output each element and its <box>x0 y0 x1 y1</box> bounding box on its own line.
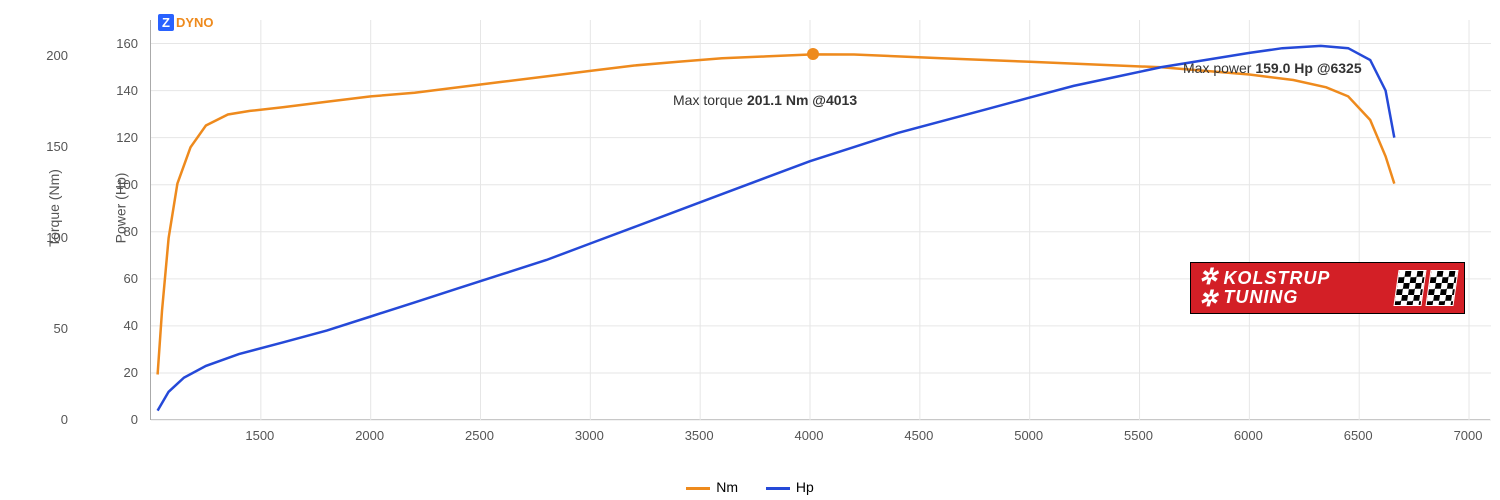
legend-item-nm: Nm <box>686 479 738 495</box>
brand-line1: KOLSTRUP <box>1223 269 1392 288</box>
y-inner-tick-label: 140 <box>108 83 138 98</box>
x-tick-label: 2500 <box>460 428 500 443</box>
checkered-flag-icon <box>1393 270 1426 306</box>
plot-area: Max torque 201.1 Nm @4013 Max power 159.… <box>150 20 1490 420</box>
x-tick-label: 4500 <box>899 428 939 443</box>
y-inner-tick-label: 120 <box>108 130 138 145</box>
x-tick-label: 6000 <box>1228 428 1268 443</box>
x-tick-label: 3500 <box>679 428 719 443</box>
torque-peak-label: Max torque 201.1 Nm @4013 <box>673 92 857 108</box>
y-inner-tick-label: 100 <box>108 177 138 192</box>
x-tick-label: 1500 <box>240 428 280 443</box>
gear-icon: ✲✲ <box>1199 266 1217 310</box>
x-tick-label: 2000 <box>350 428 390 443</box>
y-outer-tick-label: 200 <box>38 48 68 63</box>
y-outer-tick-label: 0 <box>38 412 68 427</box>
y-inner-tick-label: 20 <box>108 365 138 380</box>
legend-item-hp: Hp <box>766 479 814 495</box>
x-tick-label: 5000 <box>1009 428 1049 443</box>
y-inner-tick-label: 0 <box>108 412 138 427</box>
brand-line2: TUNING <box>1223 288 1392 307</box>
x-tick-label: 4000 <box>789 428 829 443</box>
checkered-flag-icon <box>1425 270 1458 306</box>
y-outer-tick-label: 50 <box>38 321 68 336</box>
y-inner-tick-label: 80 <box>108 224 138 239</box>
y-inner-tick-label: 60 <box>108 271 138 286</box>
x-tick-label: 6500 <box>1338 428 1378 443</box>
legend-swatch-nm <box>686 487 710 490</box>
y-outer-tick-label: 150 <box>38 139 68 154</box>
x-tick-label: 7000 <box>1448 428 1488 443</box>
chart-lines-svg <box>151 20 1490 419</box>
y-inner-tick-label: 40 <box>108 318 138 333</box>
torque-peak-marker <box>807 48 819 60</box>
dyno-chart: Torque (Nm) Power (Hp) ZDYNO Max torque … <box>0 0 1500 500</box>
brand-badge: ✲✲ KOLSTRUP TUNING <box>1190 262 1465 314</box>
y-inner-tick-label: 160 <box>108 36 138 51</box>
legend-swatch-hp <box>766 487 790 490</box>
x-tick-label: 5500 <box>1119 428 1159 443</box>
y-outer-tick-label: 100 <box>38 230 68 245</box>
power-peak-label: Max power 159.0 Hp @6325 <box>1183 60 1362 76</box>
x-tick-label: 3000 <box>569 428 609 443</box>
chart-legend: Nm Hp <box>0 479 1500 495</box>
